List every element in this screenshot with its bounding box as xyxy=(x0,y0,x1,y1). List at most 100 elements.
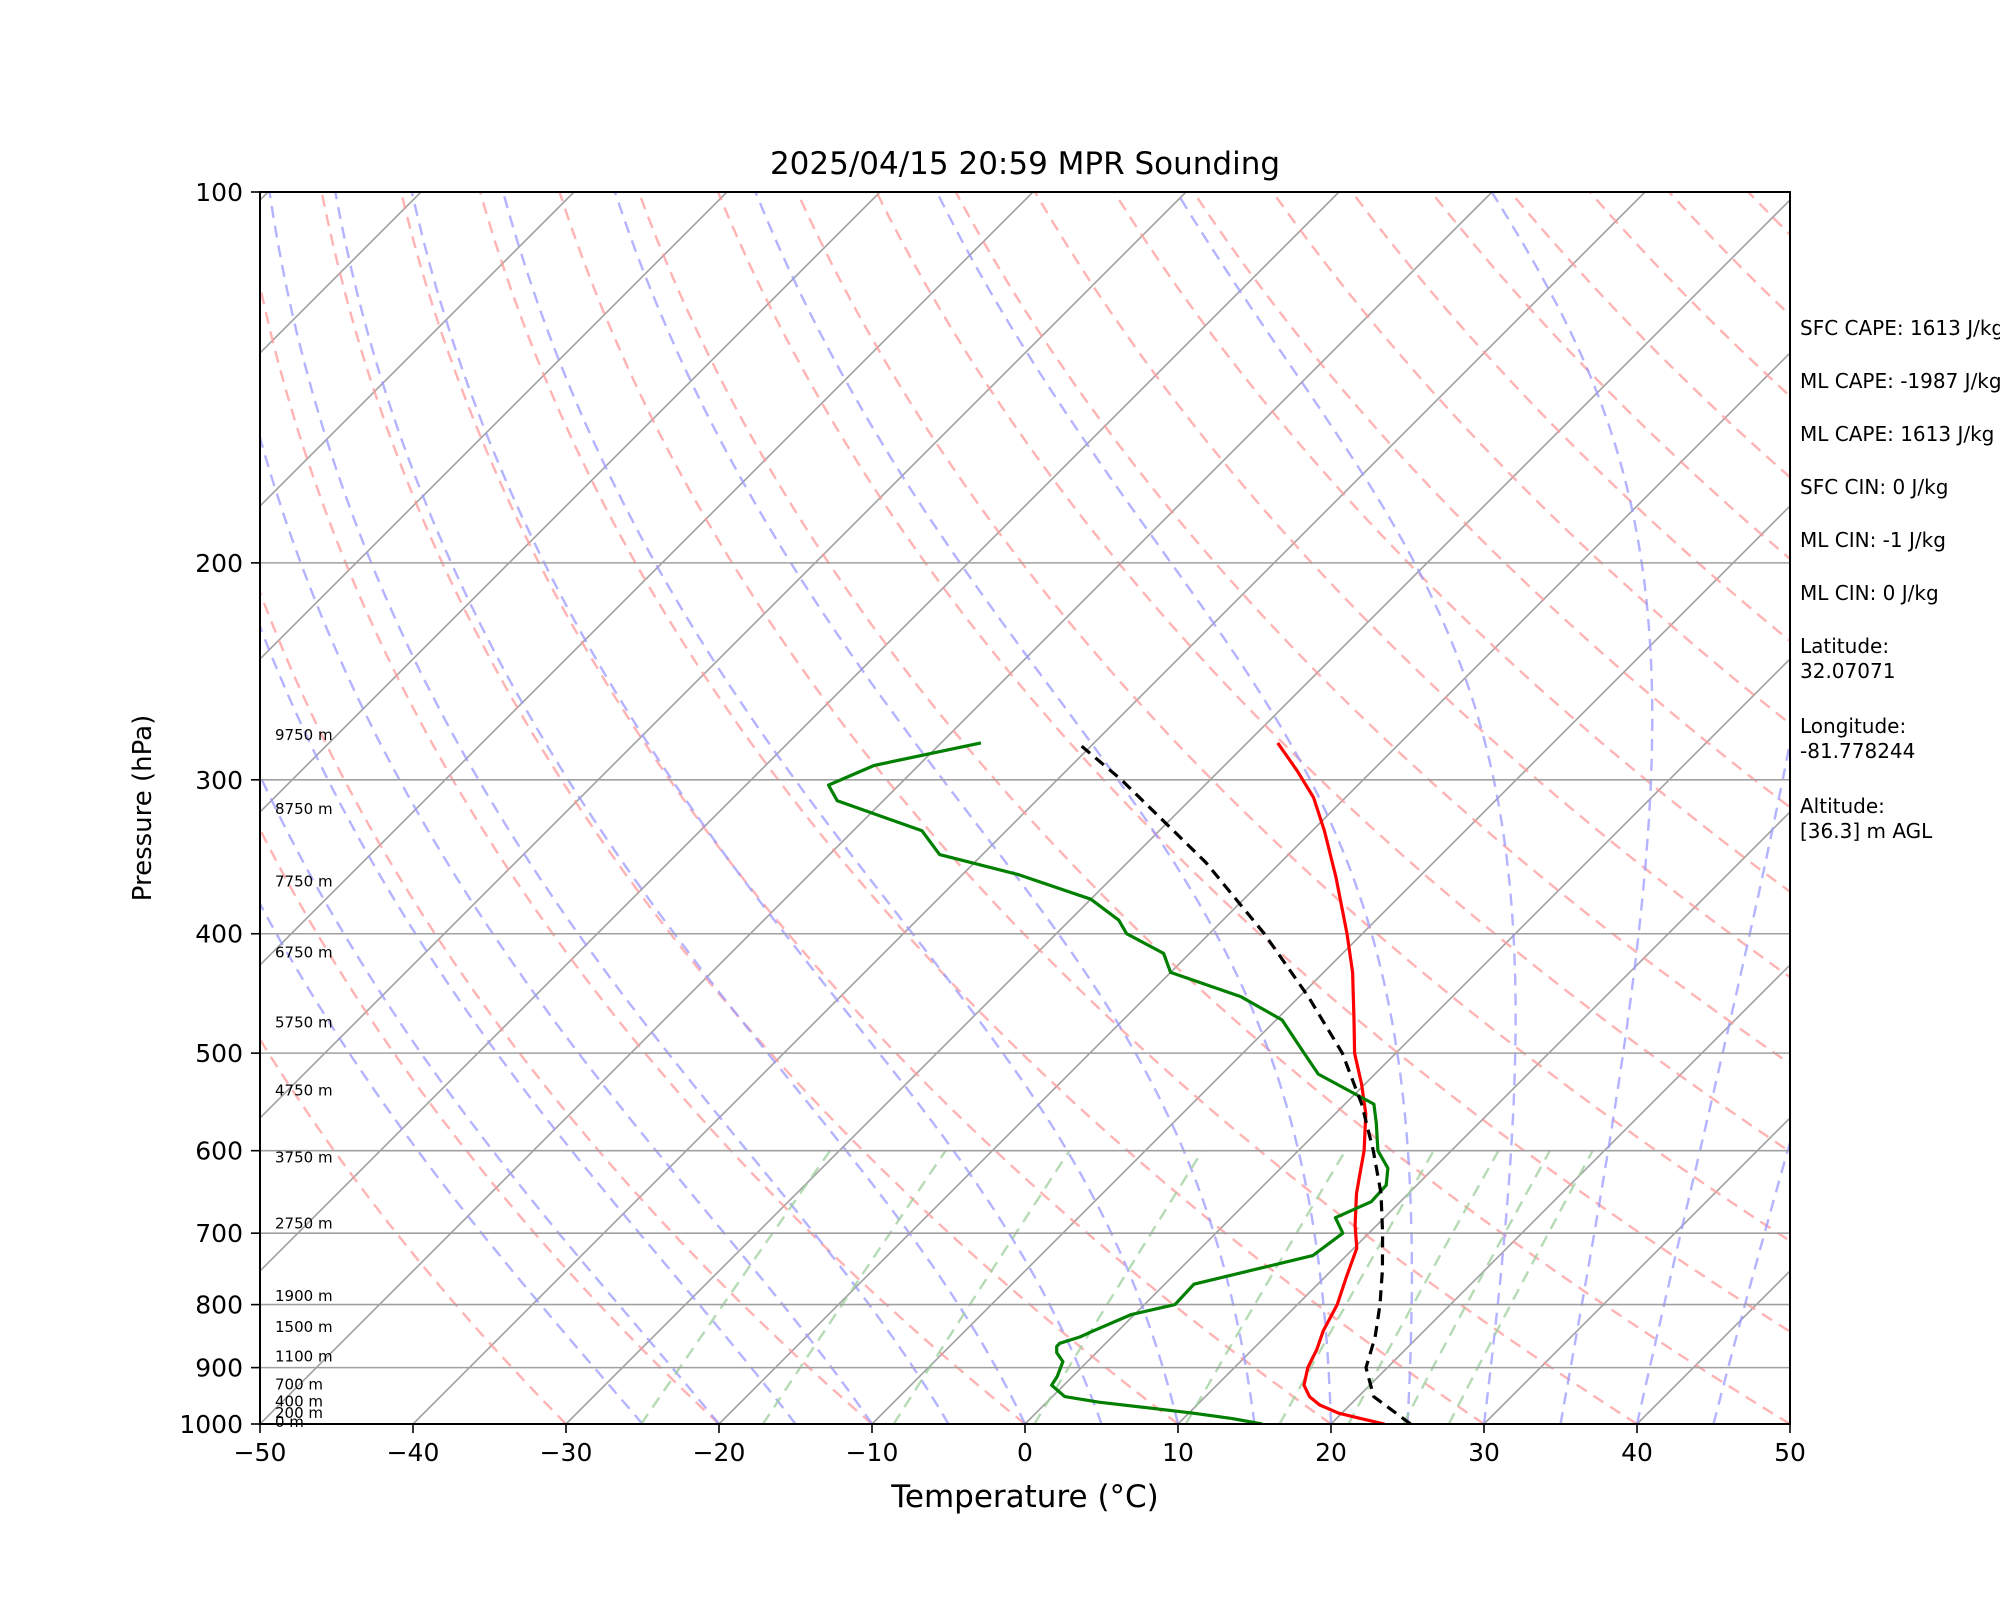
dry-adiabat-line xyxy=(479,192,1485,1424)
altitude-label: Altitude: xyxy=(1800,794,1885,818)
height-label: 200 m xyxy=(275,1404,323,1422)
annotation-sfc-cin: SFC CIN: 0 J/kg xyxy=(1800,475,1949,499)
x-tick-label: 10 xyxy=(1162,1438,1194,1467)
x-tick-label: 40 xyxy=(1621,1438,1653,1467)
isotherm-line xyxy=(1330,963,1790,1424)
x-tick-label: 20 xyxy=(1315,1438,1347,1467)
plot-frame xyxy=(259,191,1791,1425)
dry-adiabat-line xyxy=(399,192,1332,1424)
annotation-sfc-cape: SFC CAPE: 1613 J/kg xyxy=(1800,316,2000,340)
isotherm-line xyxy=(565,198,1790,1424)
height-label: 8750 m xyxy=(275,800,333,818)
x-axis-label: Temperature (°C) xyxy=(890,1479,1159,1515)
dry-adiabat-line xyxy=(716,192,1790,1333)
annotation-ml-cin-1: ML CIN: -1 J/kg xyxy=(1800,528,1946,552)
parcel-trace xyxy=(1078,743,1412,1424)
sounding-traces xyxy=(826,741,1412,1424)
height-label: 2750 m xyxy=(275,1214,333,1232)
y-tick-label: 100 xyxy=(195,178,243,207)
isotherm-line xyxy=(0,192,115,1424)
height-label: 1900 m xyxy=(275,1287,333,1305)
latitude-value: 32.07071 xyxy=(1800,659,1896,683)
moist-adiabat-line xyxy=(1175,192,1517,1424)
height-label: 0 m xyxy=(275,1413,304,1431)
dry-adiabat-line xyxy=(320,192,1179,1424)
moist-adiabat-line xyxy=(613,192,1256,1424)
x-tick-label: −40 xyxy=(387,1438,440,1467)
height-label: 400 m xyxy=(275,1392,323,1410)
pressure-gridlines xyxy=(260,192,1790,1424)
isotherm-line xyxy=(718,351,1790,1424)
dry-adiabat-line xyxy=(875,192,1790,1154)
isotherm-line xyxy=(260,192,1493,1424)
height-label: 9750 m xyxy=(275,726,333,744)
dewpoint-trace xyxy=(826,741,1390,1424)
moist-adiabat-line xyxy=(935,192,1414,1424)
isotherm-line xyxy=(260,192,575,508)
annotation-list: SFC CAPE: 1613 J/kg ML CAPE: -1987 J/kg … xyxy=(1800,316,2000,844)
moist-adiabat-line xyxy=(334,192,1027,1424)
longitude-value: -81.778244 xyxy=(1800,739,1916,763)
x-axis-ticks: −50 −40 −30 −20 −10 0 10 20 30 40 50 xyxy=(234,1424,1806,1467)
height-label: 1500 m xyxy=(275,1318,333,1336)
moist-adiabat-line xyxy=(260,623,797,1424)
isotherm-line xyxy=(260,192,1187,1120)
y-tick-label: 300 xyxy=(195,766,243,795)
annotation-ml-cin-2: ML CIN: 0 J/kg xyxy=(1800,581,1939,605)
y-tick-label: 1000 xyxy=(179,1410,243,1439)
moist-adiabat-line xyxy=(501,192,1180,1424)
latitude-label: Latitude: xyxy=(1800,634,1890,658)
isotherm-line xyxy=(871,504,1790,1424)
altitude-value: [36.3] m AGL xyxy=(1800,819,1933,843)
height-label: 1100 m xyxy=(275,1348,333,1366)
y-axis-label: Pressure (hPa) xyxy=(128,715,158,902)
height-label: 6750 m xyxy=(275,944,333,962)
isotherm-line xyxy=(1483,1116,1790,1424)
temperature-trace xyxy=(1276,741,1385,1424)
dry-adiabat-line xyxy=(1271,192,1790,726)
dry-adiabat-line xyxy=(796,192,1790,1243)
x-tick-label: 50 xyxy=(1774,1438,1806,1467)
x-tick-label: −10 xyxy=(846,1438,899,1467)
moist-adiabat-line xyxy=(410,192,1103,1424)
dry-adiabat-line xyxy=(260,280,1026,1424)
y-tick-label: 600 xyxy=(195,1137,243,1166)
mixing-ratio-line xyxy=(1347,1150,1500,1424)
height-label: 700 m xyxy=(275,1375,323,1393)
height-label: 7750 m xyxy=(275,872,333,890)
moist-adiabat-line xyxy=(1712,1137,1790,1424)
x-tick-label: 30 xyxy=(1468,1438,1500,1467)
y-tick-label: 800 xyxy=(195,1291,243,1320)
x-tick-label: −30 xyxy=(540,1438,593,1467)
y-tick-label: 700 xyxy=(195,1219,243,1248)
background-lines xyxy=(0,192,1790,1424)
isotherm-line xyxy=(260,192,1340,1273)
longitude-label: Longitude: xyxy=(1800,714,1907,738)
moist-adiabat-line xyxy=(1635,736,1790,1424)
height-label: 3750 m xyxy=(275,1149,333,1167)
moist-adiabat-line xyxy=(260,901,644,1424)
height-label: 5750 m xyxy=(275,1014,333,1032)
moist-adiabat-line xyxy=(754,192,1333,1424)
isotherm-line xyxy=(1024,657,1790,1424)
mixing-ratio-line xyxy=(640,1150,832,1424)
dry-adiabat-line xyxy=(260,826,720,1424)
moist-adiabat-line xyxy=(268,192,950,1424)
isotherm-line xyxy=(260,192,881,814)
y-tick-label: 900 xyxy=(195,1354,243,1383)
dry-adiabat-line xyxy=(558,192,1638,1424)
annotation-ml-cape-2: ML CAPE: 1613 J/kg xyxy=(1800,422,1995,446)
dry-adiabat-line xyxy=(260,589,873,1424)
y-tick-label: 500 xyxy=(195,1039,243,1068)
x-tick-label: 0 xyxy=(1017,1438,1033,1467)
x-tick-label: −20 xyxy=(693,1438,746,1467)
mixing-ratio-line xyxy=(1184,1150,1347,1424)
mixing-ratio-line xyxy=(1278,1150,1435,1424)
chart-title: 2025/04/15 20:59 MPR Sounding xyxy=(770,146,1280,182)
mixing-ratio-line xyxy=(1033,1150,1204,1424)
isotherm-line xyxy=(260,192,1034,967)
height-labels: 9750 m 8750 m 7750 m 6750 m 5750 m 4750 m 3750… xyxy=(275,726,333,1431)
isotherm-line xyxy=(260,192,728,661)
moist-adiabat-line xyxy=(260,433,873,1424)
